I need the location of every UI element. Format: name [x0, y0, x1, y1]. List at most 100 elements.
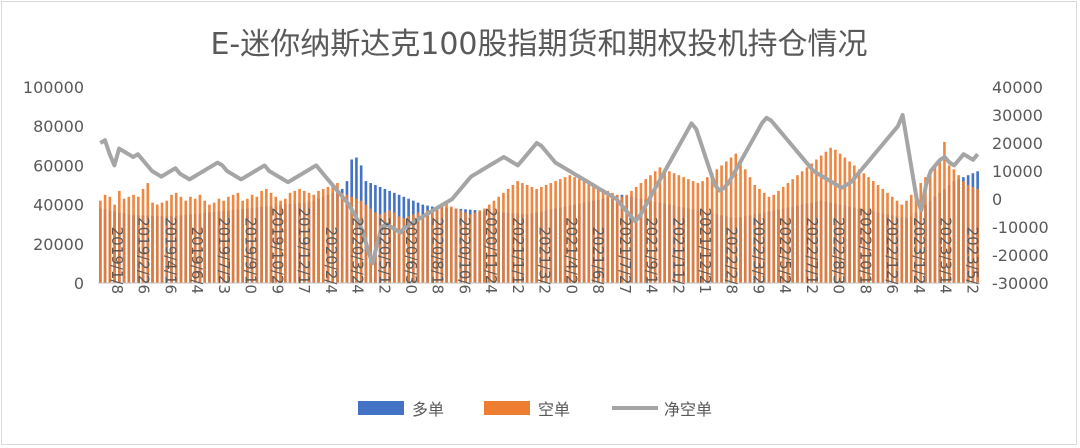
short-bar [421, 214, 425, 283]
short-bar [668, 171, 671, 283]
short-bar [103, 194, 107, 283]
short-bar [473, 212, 477, 283]
short-bar [108, 196, 112, 283]
short-bar [340, 192, 344, 283]
left-y-tick-label: 60000 [33, 156, 84, 175]
short-bar [236, 192, 240, 283]
chart-title: E-迷你纳斯达克100股指期货和期权投机持仓情况 [210, 27, 867, 62]
short-bar [872, 181, 875, 283]
short-bar [203, 200, 206, 283]
short-bar [791, 179, 794, 283]
short-bar [748, 177, 752, 283]
short-bar [800, 171, 804, 283]
short-bar [696, 183, 700, 283]
short-bar [573, 177, 576, 283]
short-bar [786, 183, 790, 283]
x-tick-label: 2021/11/2 [669, 217, 687, 294]
right-y-tick-label: 20000 [992, 134, 1043, 153]
short-bar [449, 206, 453, 283]
short-bar [307, 192, 311, 283]
x-tick-label: 2021/1/12 [509, 217, 527, 294]
short-bar [781, 186, 785, 283]
short-bar [179, 196, 183, 283]
short-bar [886, 192, 889, 283]
short-bar [843, 157, 847, 283]
x-tick-label: 2023/3/14 [937, 217, 955, 294]
short-bar [592, 185, 595, 283]
short-bar [317, 190, 320, 283]
short-bar [212, 202, 216, 283]
short-bar [345, 194, 349, 283]
short-bar [544, 185, 548, 283]
left-y-tick-label: 0 [74, 274, 84, 293]
short-bar [819, 155, 823, 283]
short-bar [146, 183, 150, 283]
short-bar [412, 214, 415, 283]
x-tick-label: 2022/3/29 [749, 217, 767, 294]
x-tick-label: 2020/10/6 [455, 217, 473, 294]
x-tick-label: 2021/9/14 [643, 217, 661, 294]
short-bar [189, 196, 192, 283]
short-bar [928, 171, 932, 283]
short-bar [653, 171, 657, 283]
short-bar [151, 202, 154, 283]
short-bar [483, 208, 486, 283]
short-bar [772, 194, 776, 283]
x-tick-label: 2020/5/12 [375, 217, 393, 294]
short-bar [682, 177, 685, 283]
short-bar [326, 186, 330, 283]
short-bar [241, 200, 244, 283]
short-bar [227, 196, 230, 283]
short-bar [677, 175, 681, 283]
short-bar [767, 196, 771, 283]
short-bar [758, 188, 761, 283]
short-bar [554, 181, 557, 283]
short-bar [919, 183, 923, 283]
short-bar [312, 194, 316, 283]
legend-net-label: 净空单 [664, 400, 712, 419]
short-bar [468, 214, 472, 283]
short-bar [938, 159, 941, 283]
short-bar [634, 186, 638, 283]
x-tick-label: 2022/10/18 [856, 208, 874, 294]
line-series-group [99, 113, 980, 266]
x-tick-label: 2022/12/6 [883, 217, 901, 294]
short-bar [952, 169, 956, 283]
short-bar [743, 169, 747, 283]
short-bar [331, 185, 335, 283]
short-bar [540, 186, 543, 283]
x-tick-label: 2022/8/30 [830, 217, 848, 294]
short-bar [753, 185, 757, 283]
right-y-tick-label: 30000 [992, 106, 1043, 125]
short-bar [250, 194, 254, 283]
x-tick-label: 2020/2/4 [322, 227, 340, 294]
short-bar [350, 196, 353, 283]
short-bar [369, 208, 372, 283]
short-bar [829, 147, 832, 283]
short-bar [725, 161, 728, 283]
short-bar [246, 198, 249, 283]
short-bar [137, 196, 140, 283]
x-tick-label: 2019/12/17 [295, 208, 313, 294]
legend-long-swatch [358, 401, 404, 415]
short-bar [302, 190, 306, 283]
short-bar [355, 198, 358, 283]
short-bar [445, 202, 448, 283]
short-bar [288, 192, 292, 283]
right-y-tick-label: -30000 [992, 274, 1049, 293]
short-bar [933, 165, 937, 283]
short-bar [701, 181, 704, 283]
short-bar [867, 177, 870, 283]
short-bar [132, 194, 135, 283]
short-bar [160, 202, 164, 283]
short-bar [231, 194, 235, 283]
x-tick-label: 2020/8/18 [429, 217, 447, 294]
x-axis: 2019/1/8 2019/2/26 2019/4/16 2019/6/4 2019/7… [108, 208, 981, 294]
short-bar [620, 196, 624, 283]
short-bar [284, 198, 287, 283]
short-bar [170, 194, 173, 283]
x-tick-label: 2019/1/8 [108, 227, 126, 294]
right-y-axis: 40000 30000 20000 10000 0 -10000 -20000 -30000 [992, 78, 1049, 293]
x-tick-label: 2021/12/21 [696, 208, 714, 294]
short-bar [464, 212, 467, 283]
